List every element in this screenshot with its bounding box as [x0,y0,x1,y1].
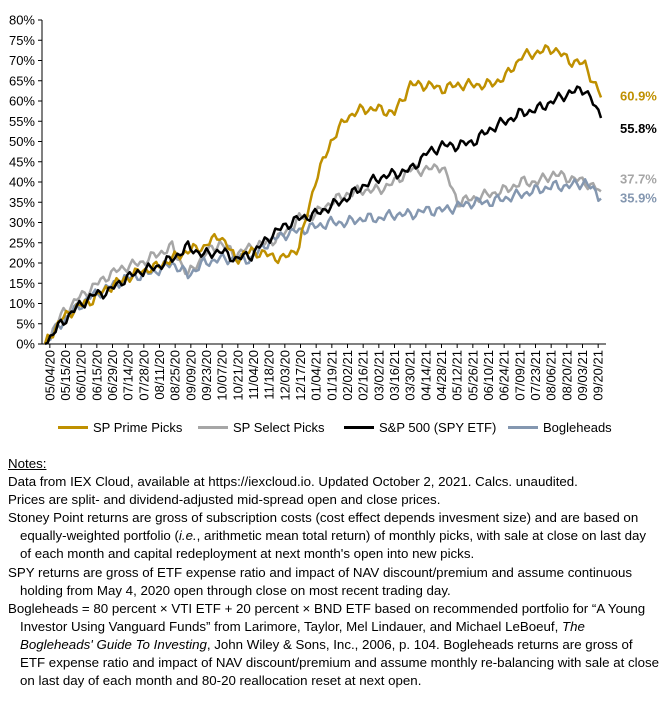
legend-item-bogleheads: Bogleheads [508,420,612,435]
x-tick-label: 07/14/20 [121,350,136,401]
x-tick-label: 04/28/21 [434,350,449,401]
y-tick-label: 55% [9,114,35,129]
x-tick-label: 07/09/21 [512,350,527,401]
y-tick-label: 20% [9,256,35,271]
x-tick-label: 09/09/20 [183,350,198,401]
note-bogleheads-part2: , John Wiley & Sons, Inc., 2006, p. 104.… [20,636,660,689]
note-bogleheads-book: The Bogleheads' Guide To Investing [20,618,585,652]
note-stoney-point-ie: i.e. [178,528,197,544]
note-stoney-point-part2: , arithmetic mean total return) of month… [20,528,647,562]
x-tick-label: 03/30/21 [403,350,418,401]
x-tick-label: 11/04/20 [246,350,261,400]
end-label-sp-prime-picks: 60.9% [620,88,657,103]
notes-title: Notes: [8,456,47,471]
end-label-bogleheads: 35.9% [620,191,657,206]
note-spy: SPY returns are gross of ETF expense rat… [8,564,633,598]
x-tick-label: 01/19/21 [324,350,339,401]
note-prices: Prices are split- and dividend-adjusted … [8,492,441,508]
x-tick-label: 12/03/20 [277,350,292,401]
x-tick-label: 08/11/20 [152,350,167,400]
series-line-bogleheads [43,178,602,345]
x-tick-label: 10/07/20 [215,350,230,401]
x-tick-label: 09/23/20 [199,350,214,401]
x-tick-label: 06/10/21 [481,350,496,401]
y-tick-label: 60% [9,94,35,109]
y-tick-label: 25% [9,235,35,250]
y-tick-label: 75% [9,33,35,48]
x-tick-label: 05/26/21 [465,350,480,401]
x-tick-label: 06/29/20 [105,350,120,401]
note-stoney-point: Stoney Point returns are gross of subscr… [8,509,660,563]
x-tick-label: 04/14/21 [418,350,433,401]
x-tick-label: 11/18/20 [262,350,277,400]
y-tick-label: 35% [9,195,35,210]
series-line-s-p-500-spy-etf [44,85,603,346]
note-stoney-point-part1: Stoney Point returns are gross of subscr… [8,510,639,544]
end-label-sp-select-picks: 37.7% [620,171,657,186]
legend-swatch-sp-prime-picks [58,426,88,429]
x-tick-label: 03/02/21 [371,350,386,401]
legend-swatch-spy-etf [344,426,374,429]
end-label-s-p-500-spy-etf: 55.8% [620,121,657,136]
legend-label-sp-select-picks: SP Select Picks [233,420,325,435]
x-tick-label: 02/02/21 [340,350,355,401]
y-tick-label: 80% [9,13,35,28]
x-tick-label: 05/04/20 [42,350,57,401]
note-data-source: Data from IEX Cloud, available at https:… [8,474,578,490]
y-tick-label: 5% [16,316,35,331]
legend-item-spy-etf: S&P 500 (SPY ETF) [344,420,496,435]
x-tick-label: 06/15/20 [89,350,104,401]
chart-legend: SP Prime Picks SP Select Picks S&P 500 (… [0,418,668,440]
x-tick-label: 12/17/20 [293,350,308,401]
x-tick-label: 06/01/20 [74,350,89,401]
notes-section: Notes: Data from IEX Cloud, available at… [8,455,660,690]
y-tick-label: 30% [9,215,35,230]
y-tick-label: 50% [9,134,35,149]
legend-label-bogleheads: Bogleheads [543,420,612,435]
x-tick-label: 02/16/21 [356,350,371,401]
legend-item-sp-prime-picks: SP Prime Picks [58,420,182,435]
x-tick-label: 07/23/21 [528,350,543,401]
y-tick-label: 70% [9,53,35,68]
legend-label-sp-prime-picks: SP Prime Picks [93,420,183,435]
x-tick-label: 01/04/21 [309,350,324,401]
note-bogleheads-part1: Bogleheads = 80 percent × VTI ETF + 20 p… [8,600,646,634]
note-bogleheads: Bogleheads = 80 percent × VTI ETF + 20 p… [8,600,660,690]
y-tick-label: 65% [9,73,35,88]
y-tick-label: 40% [9,175,35,190]
x-tick-label: 09/20/21 [591,350,606,401]
y-tick-label: 45% [9,154,35,169]
series-line-sp-prime-picks [43,44,603,345]
y-tick-label: 15% [9,276,35,291]
x-tick-label: 07/28/20 [136,350,151,401]
x-tick-label: 08/06/21 [544,350,559,401]
y-tick-label: 0% [16,337,35,352]
x-tick-label: 06/24/21 [497,350,512,401]
legend-swatch-bogleheads [508,426,538,429]
x-tick-label: 08/20/21 [559,350,574,401]
legend-item-sp-select-picks: SP Select Picks [198,420,325,435]
x-tick-label: 03/16/21 [387,350,402,401]
line-chart: 0% 5% 10% 15% 20% 25% 30% 35% 40% 45% 50% 55% 60% 65%… [9,13,657,401]
x-tick-label: 05/12/21 [450,350,465,401]
y-tick-label: 10% [9,296,35,311]
legend-label-spy-etf: S&P 500 (SPY ETF) [379,420,497,435]
legend-swatch-sp-select-picks [198,426,228,429]
x-tick-label: 09/03/21 [575,350,590,401]
x-tick-label: 08/25/20 [168,350,183,401]
x-tick-label: 10/21/20 [230,350,245,401]
x-tick-label: 05/15/20 [58,350,73,401]
